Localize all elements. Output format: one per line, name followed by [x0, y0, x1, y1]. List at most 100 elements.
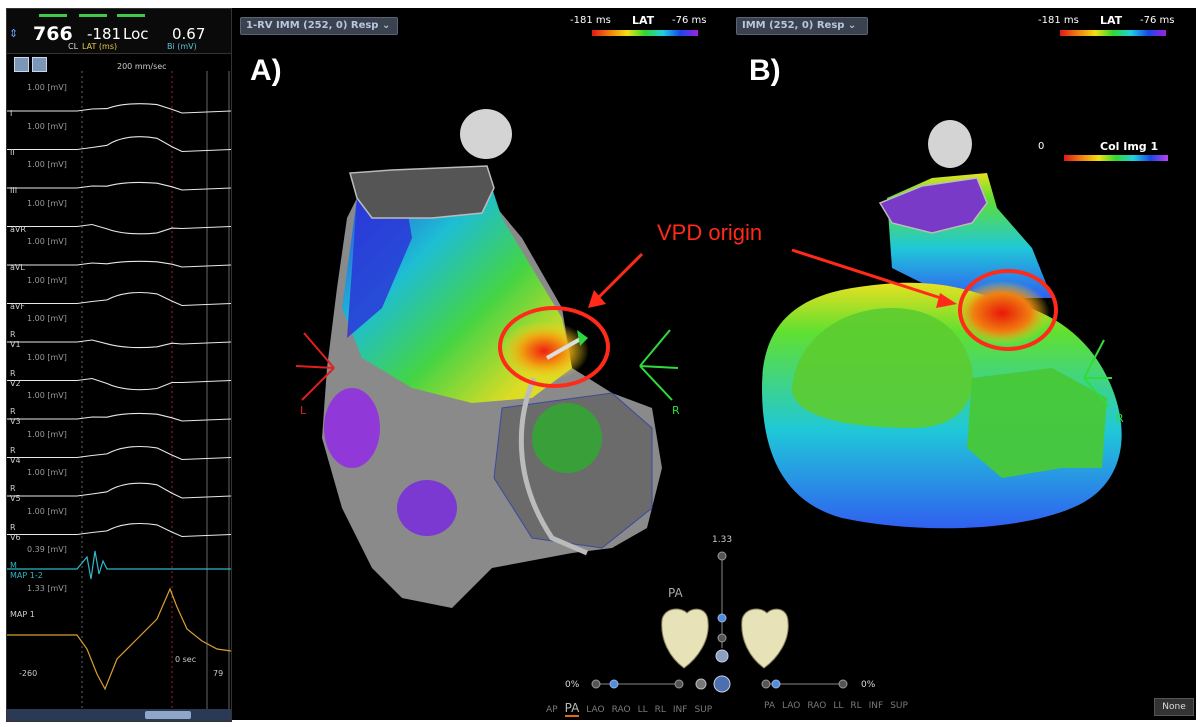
- ecg-lead-trace: [7, 445, 231, 461]
- bi-sublabel: Bi (mV): [167, 42, 197, 51]
- cl-sublabel: CL: [68, 42, 79, 51]
- map1-trace: [7, 587, 231, 691]
- lead-name: aVL: [10, 263, 25, 272]
- range-right: 79: [213, 669, 224, 678]
- lead-name: aVR: [10, 224, 26, 234]
- vpd-circle-b: [958, 269, 1058, 351]
- view-preset-sup[interactable]: SUP: [694, 705, 713, 715]
- trace-settings-icon[interactable]: [32, 57, 47, 72]
- spinner-arrows-icon[interactable]: ⇕: [9, 27, 19, 40]
- lead-name: aVF: [10, 301, 25, 311]
- view-preset-pa[interactable]: PA: [764, 701, 776, 711]
- view-preset-inf[interactable]: INF: [672, 705, 688, 715]
- lead-scale: 1.00 [mV]: [27, 121, 67, 131]
- lead-scale: 1.00 [mV]: [27, 468, 67, 477]
- range-left: -260: [19, 669, 38, 678]
- ecg-toolbar: [14, 57, 50, 76]
- anatomy-render: [295, 109, 1122, 693]
- ecg-lead-trace: [7, 260, 231, 268]
- view-preset-ll[interactable]: LL: [637, 705, 648, 715]
- lead-name: R V4: [10, 445, 21, 465]
- rotate-left-plus-icon[interactable]: [674, 679, 684, 689]
- zoom-slider-thumb[interactable]: [717, 613, 727, 623]
- view-preset-pa[interactable]: PA: [564, 701, 580, 717]
- cl-indicator: [39, 14, 67, 17]
- lat-title-a: LAT: [632, 14, 655, 27]
- ecg-panel: ⇕ 766 -181 Loc 0.67 CL LAT (ms) Bi (mV) …: [6, 8, 232, 722]
- lat-sublabel: LAT (ms): [82, 42, 118, 51]
- view-preset-lao[interactable]: LAO: [586, 705, 605, 715]
- ecg-lead-trace: [7, 522, 231, 538]
- view-orientation-label: PA: [668, 586, 683, 600]
- axis-right-label-a: R: [672, 404, 680, 417]
- rotate-center-icon[interactable]: [713, 675, 731, 693]
- view-preset-rl[interactable]: RL: [850, 701, 862, 711]
- view-preset-lao[interactable]: LAO: [782, 701, 801, 711]
- view-preset-rl[interactable]: RL: [654, 705, 666, 715]
- zoom-minus-icon[interactable]: [717, 633, 727, 643]
- lead-scale: 1.00 [mV]: [27, 160, 67, 169]
- colimg-title: Col Img 1: [1100, 140, 1159, 153]
- lead-scale: 1.00 [mV]: [27, 83, 67, 92]
- lat-min-a: -181 ms: [570, 15, 611, 26]
- reset-view-icon[interactable]: [695, 678, 707, 690]
- bi-indicator: [117, 14, 145, 17]
- lat-colorbar-b: [1060, 30, 1166, 36]
- bipolar-value: 0.67: [172, 25, 206, 43]
- right-axis-arrow-b: [1083, 339, 1112, 407]
- rotate-left-minus-icon[interactable]: [591, 679, 601, 689]
- map-viewport[interactable]: 1-RV IMM (252, 0) Resp ⌄ IMM (252, 0) Re…: [232, 8, 1196, 720]
- rotate-right-slider-thumb[interactable]: [771, 679, 781, 689]
- map12-trace: [7, 550, 231, 580]
- lead-scale: 0.39 [mV]: [27, 545, 67, 554]
- rotate-left-percent: 0%: [565, 680, 580, 690]
- lat-title-b: LAT: [1100, 14, 1123, 27]
- lead-name: II: [10, 147, 15, 157]
- time-zero-label: 0 sec: [175, 655, 197, 664]
- zoom-plus-icon[interactable]: [717, 551, 727, 561]
- cycle-length-value: 766: [33, 23, 73, 45]
- lead-scale: 1.00 [mV]: [27, 429, 67, 439]
- ecg-lead-trace: [7, 181, 231, 191]
- lead-name: R V1: [10, 330, 21, 349]
- colimg-colorbar: [1064, 155, 1168, 161]
- lat-colorbar-a: [592, 30, 698, 36]
- lead-scale: 1.00 [mV]: [27, 352, 67, 362]
- lead-name: III: [10, 186, 18, 195]
- lat-max-b: -76 ms: [1140, 15, 1175, 26]
- lead-name: R V3: [10, 407, 21, 426]
- view-preset-inf[interactable]: INF: [868, 701, 884, 711]
- lead-scale: 1.00 [mV]: [27, 391, 67, 400]
- ecg-scrollbar[interactable]: [7, 709, 231, 721]
- sweep-speed: 200 mm/sec: [117, 62, 167, 71]
- heart-model-right-icon[interactable]: [741, 608, 789, 669]
- map-select-dropdown-a[interactable]: 1-RV IMM (252, 0) Resp ⌄: [240, 17, 398, 35]
- view-preset-ll[interactable]: LL: [833, 701, 844, 711]
- ecg-lead-trace: [7, 339, 231, 349]
- rotate-right-plus-icon[interactable]: [838, 679, 848, 689]
- vpd-circle-a: [498, 306, 610, 388]
- caliper-tool-icon[interactable]: [14, 57, 29, 72]
- ecg-lead-trace: [7, 291, 231, 307]
- rotate-left-slider-thumb[interactable]: [609, 679, 619, 689]
- view-preset-sup[interactable]: SUP: [890, 701, 908, 711]
- none-button[interactable]: None: [1154, 698, 1194, 716]
- rotate-right-percent: 0%: [861, 680, 876, 690]
- ecg-lead-trace: [7, 412, 231, 422]
- lead-scale: 1.00 [mV]: [27, 506, 67, 516]
- scrollbar-thumb[interactable]: [145, 711, 191, 719]
- ecg-lead-trace: [7, 223, 231, 235]
- rotate-right-minus-icon[interactable]: [761, 679, 771, 689]
- view-lock-icon[interactable]: [715, 649, 729, 663]
- map-select-dropdown-b[interactable]: IMM (252, 0) Resp ⌄: [736, 17, 868, 35]
- view-preset-rao[interactable]: RAO: [807, 701, 827, 711]
- zoom-value: 1.33: [712, 535, 733, 545]
- axis-left-label: L: [300, 404, 307, 417]
- panel-label-a: A): [250, 54, 282, 87]
- lead-name: MAP 1: [10, 609, 35, 619]
- view-preset-ap[interactable]: AP: [546, 705, 558, 715]
- view-preset-rao[interactable]: RAO: [611, 705, 631, 715]
- lead-scale: 1.00 [mV]: [27, 314, 67, 323]
- heart-model-left-icon[interactable]: [661, 608, 709, 669]
